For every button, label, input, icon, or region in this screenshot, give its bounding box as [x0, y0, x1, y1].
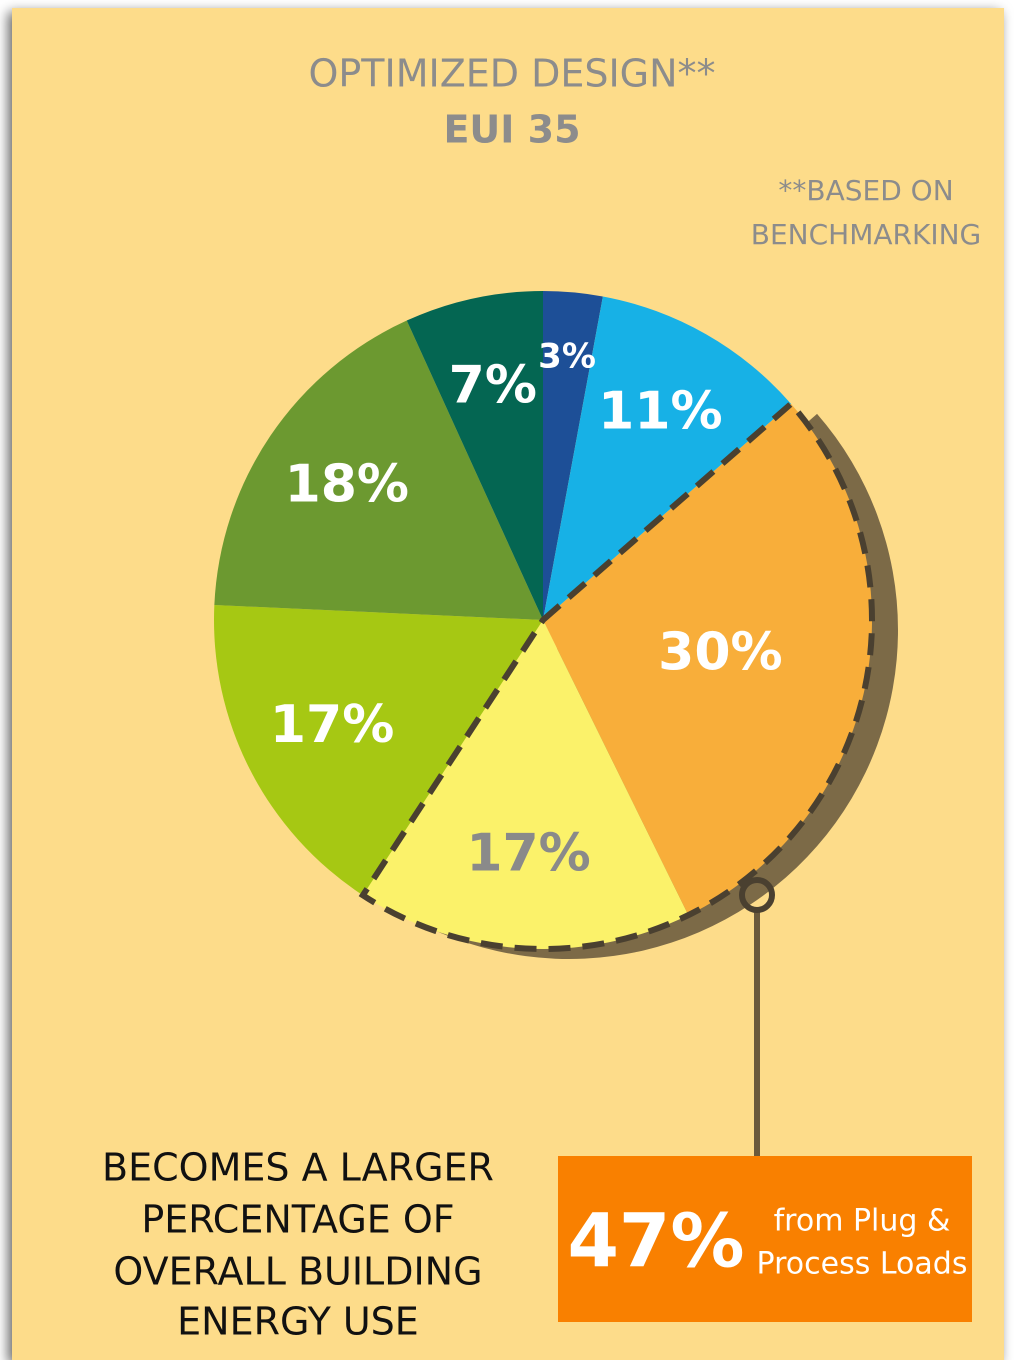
pie-slice — [543, 291, 603, 620]
callout-value: 47% — [567, 1199, 744, 1285]
pie-slice — [214, 604, 543, 896]
slice-label: 30% — [658, 623, 782, 683]
slice-label: 11% — [598, 381, 722, 441]
pie-slice — [362, 620, 689, 949]
slice-label: 17% — [270, 695, 394, 755]
callout-dot — [739, 877, 775, 913]
callout-box — [558, 1156, 972, 1322]
callout-text: Process Loads — [757, 1247, 968, 1282]
pie: 3%11% 30% 17% 17% 18% 7% — [214, 291, 899, 960]
pie-slice — [214, 320, 543, 620]
caption: OVERALL BUILDING — [113, 1250, 482, 1294]
pie-slice — [543, 403, 872, 916]
caption: ENERGY USE — [177, 1300, 419, 1344]
pie-slice — [543, 296, 792, 620]
caption: BECOMES A LARGER — [102, 1146, 494, 1190]
slice-label: 7% — [449, 355, 537, 415]
callout-text: from Plug & — [774, 1204, 951, 1239]
caption: PERCENTAGE OF — [141, 1198, 454, 1242]
note: **BASED ON — [778, 174, 953, 207]
slice-label: 3% — [538, 336, 596, 376]
pie-slice — [406, 291, 543, 620]
subtitle: EUI 35 — [443, 108, 580, 152]
slice-label: 17% — [466, 823, 590, 883]
title: OPTIMIZED DESIGN** — [308, 52, 715, 96]
note: BENCHMARKING — [751, 218, 981, 251]
highlight-outline — [358, 399, 875, 952]
slice-label: 18% — [285, 454, 409, 514]
